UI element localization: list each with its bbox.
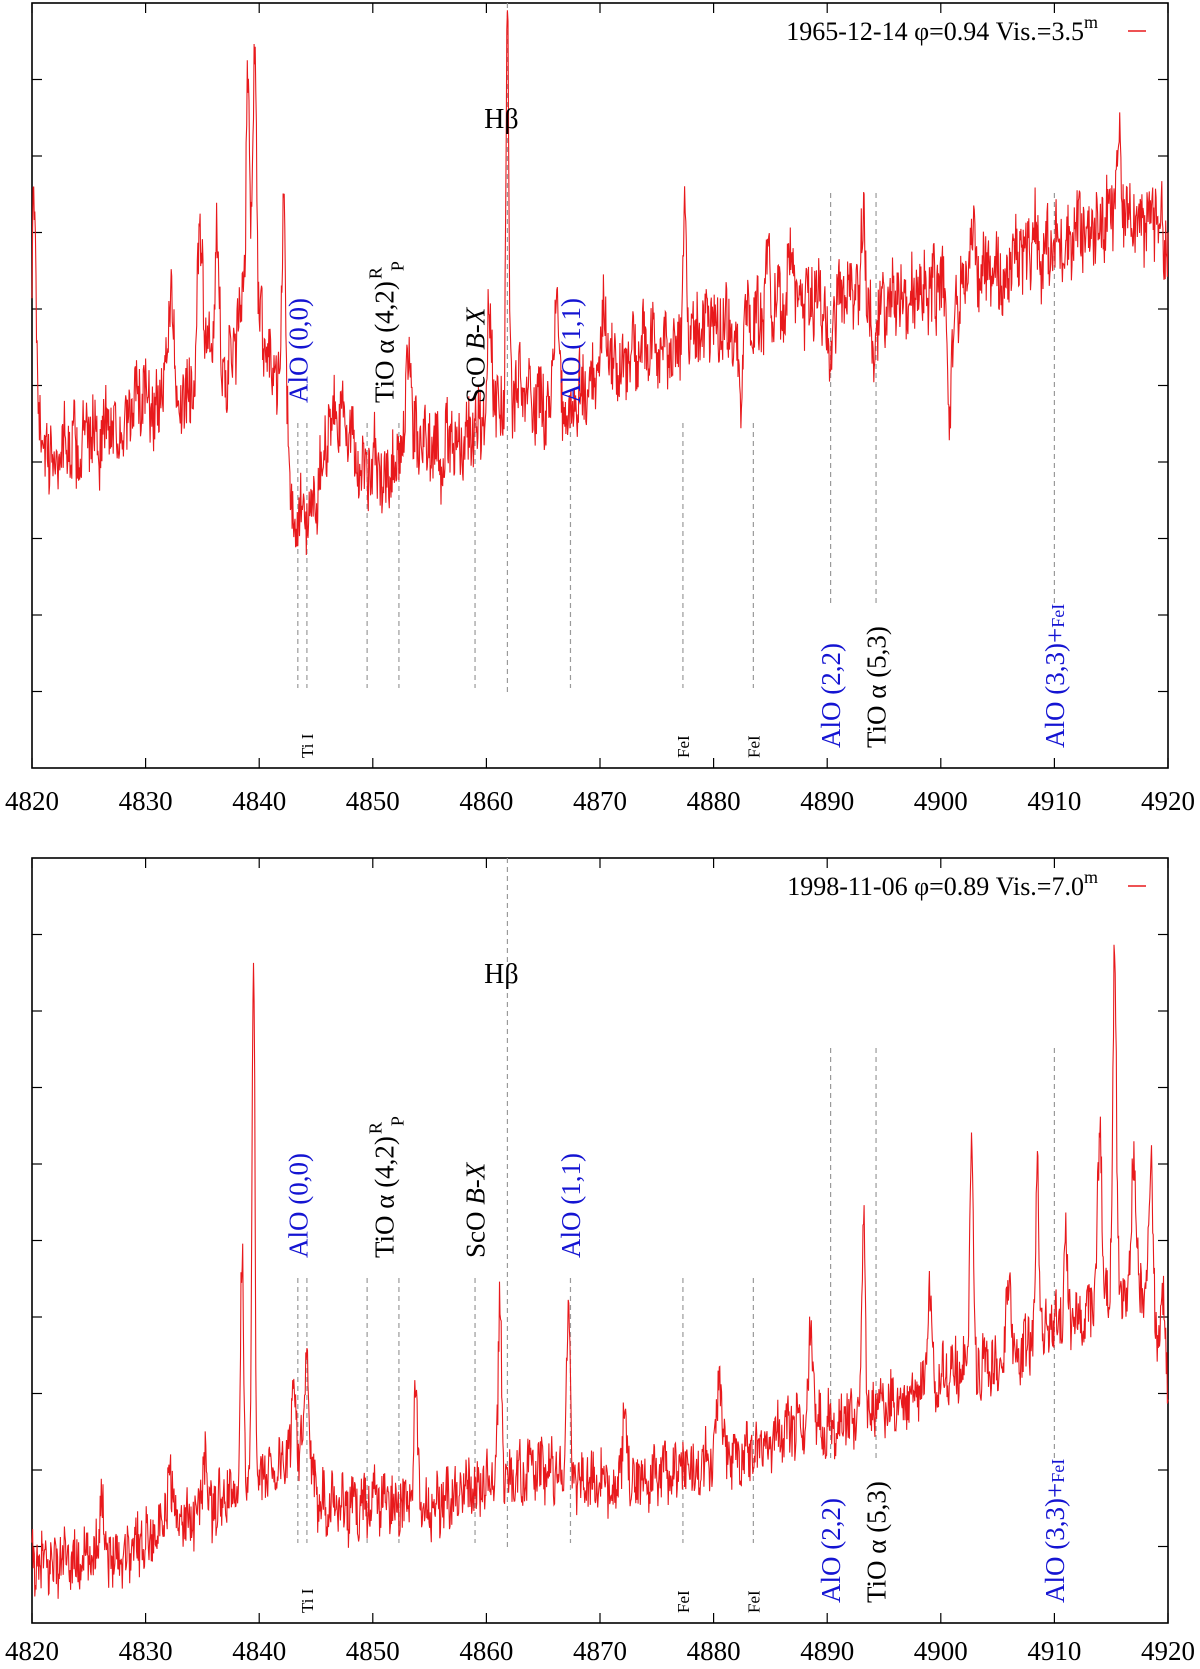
label-hbeta: Hβ (484, 959, 518, 990)
spectral-line-label: ScO B-X (461, 1161, 491, 1258)
x-tick-label: 4830 (119, 786, 173, 816)
x-tick-label: 4820 (5, 1636, 59, 1664)
spectral-line-label: Ti I (298, 1588, 317, 1613)
x-tick-label: 4830 (119, 1636, 173, 1664)
spectral-line-label: AlO (1,1) (556, 298, 586, 403)
label-hbeta: Hβ (484, 104, 518, 135)
x-tick-label: 4870 (573, 1636, 627, 1664)
spectral-line-label: Ti I (298, 733, 317, 758)
spectral-line-label: AlO (3,3)+FeI (1040, 604, 1070, 748)
spectrum-series (31, 10, 1169, 556)
spectral-line-label: FeI (744, 735, 763, 758)
x-tick-label: 4910 (1027, 786, 1081, 816)
x-tick-label: 4850 (346, 786, 400, 816)
spectral-line-label: ScO B-X (461, 306, 491, 403)
x-tick-label: 4890 (800, 1636, 854, 1664)
x-tick-label: 4840 (232, 1636, 286, 1664)
spectral-line-label: FeI (674, 1590, 693, 1613)
x-tick-label: 4860 (459, 1636, 513, 1664)
x-tick-label: 4860 (459, 786, 513, 816)
x-tick-label: 4890 (800, 786, 854, 816)
x-tick-label: 4820 (5, 786, 59, 816)
spectral-line-label: TiO α (4,2)RP (366, 261, 408, 403)
x-tick-label: 4850 (346, 1636, 400, 1664)
spectral-line-label: TiO α (5,3) (862, 1481, 892, 1603)
plot-frame (31, 2, 1169, 769)
x-tick-label: 4880 (687, 786, 741, 816)
spectral-line-label: AlO (2,2) (816, 1498, 846, 1603)
spectral-line-label: AlO (0,0) (283, 298, 313, 403)
x-tick-label: 4900 (914, 1636, 968, 1664)
spectral-line-label: TiO α (4,2)RP (366, 1116, 408, 1258)
x-tick-label: 4920 (1141, 1636, 1195, 1664)
legend-label: 1998-11-06 φ=0.89 Vis.=7.0m (787, 867, 1098, 901)
x-tick-label: 4900 (914, 786, 968, 816)
x-tick-label: 4880 (687, 1636, 741, 1664)
x-tick-label: 4840 (232, 786, 286, 816)
spectral-line-label: AlO (2,2) (816, 643, 846, 748)
x-tick-label: 4920 (1141, 786, 1195, 816)
spectral-line-label: AlO (3,3)+FeI (1040, 1459, 1070, 1603)
spectrum-series (31, 944, 1169, 1599)
spectrum-panel-1: 4820 4830 4840 4850 4860 4870 4880 4890 4900 4910… (5, 2, 1195, 816)
spectral-line-label: FeI (674, 735, 693, 758)
spectral-line-label: FeI (744, 1590, 763, 1613)
x-tick-label: 4910 (1027, 1636, 1081, 1664)
legend-label: 1965-12-14 φ=0.94 Vis.=3.5m (786, 12, 1098, 46)
spectral-line-label: AlO (0,0) (283, 1153, 313, 1258)
spectral-line-label: TiO α (5,3) (862, 626, 892, 748)
spectrum-panel-2: 4820 4830 4840 4850 4860 4870 4880 4890 4900 4910… (5, 857, 1195, 1666)
x-tick-label: 4870 (573, 786, 627, 816)
spectral-line-label: AlO (1,1) (556, 1153, 586, 1258)
